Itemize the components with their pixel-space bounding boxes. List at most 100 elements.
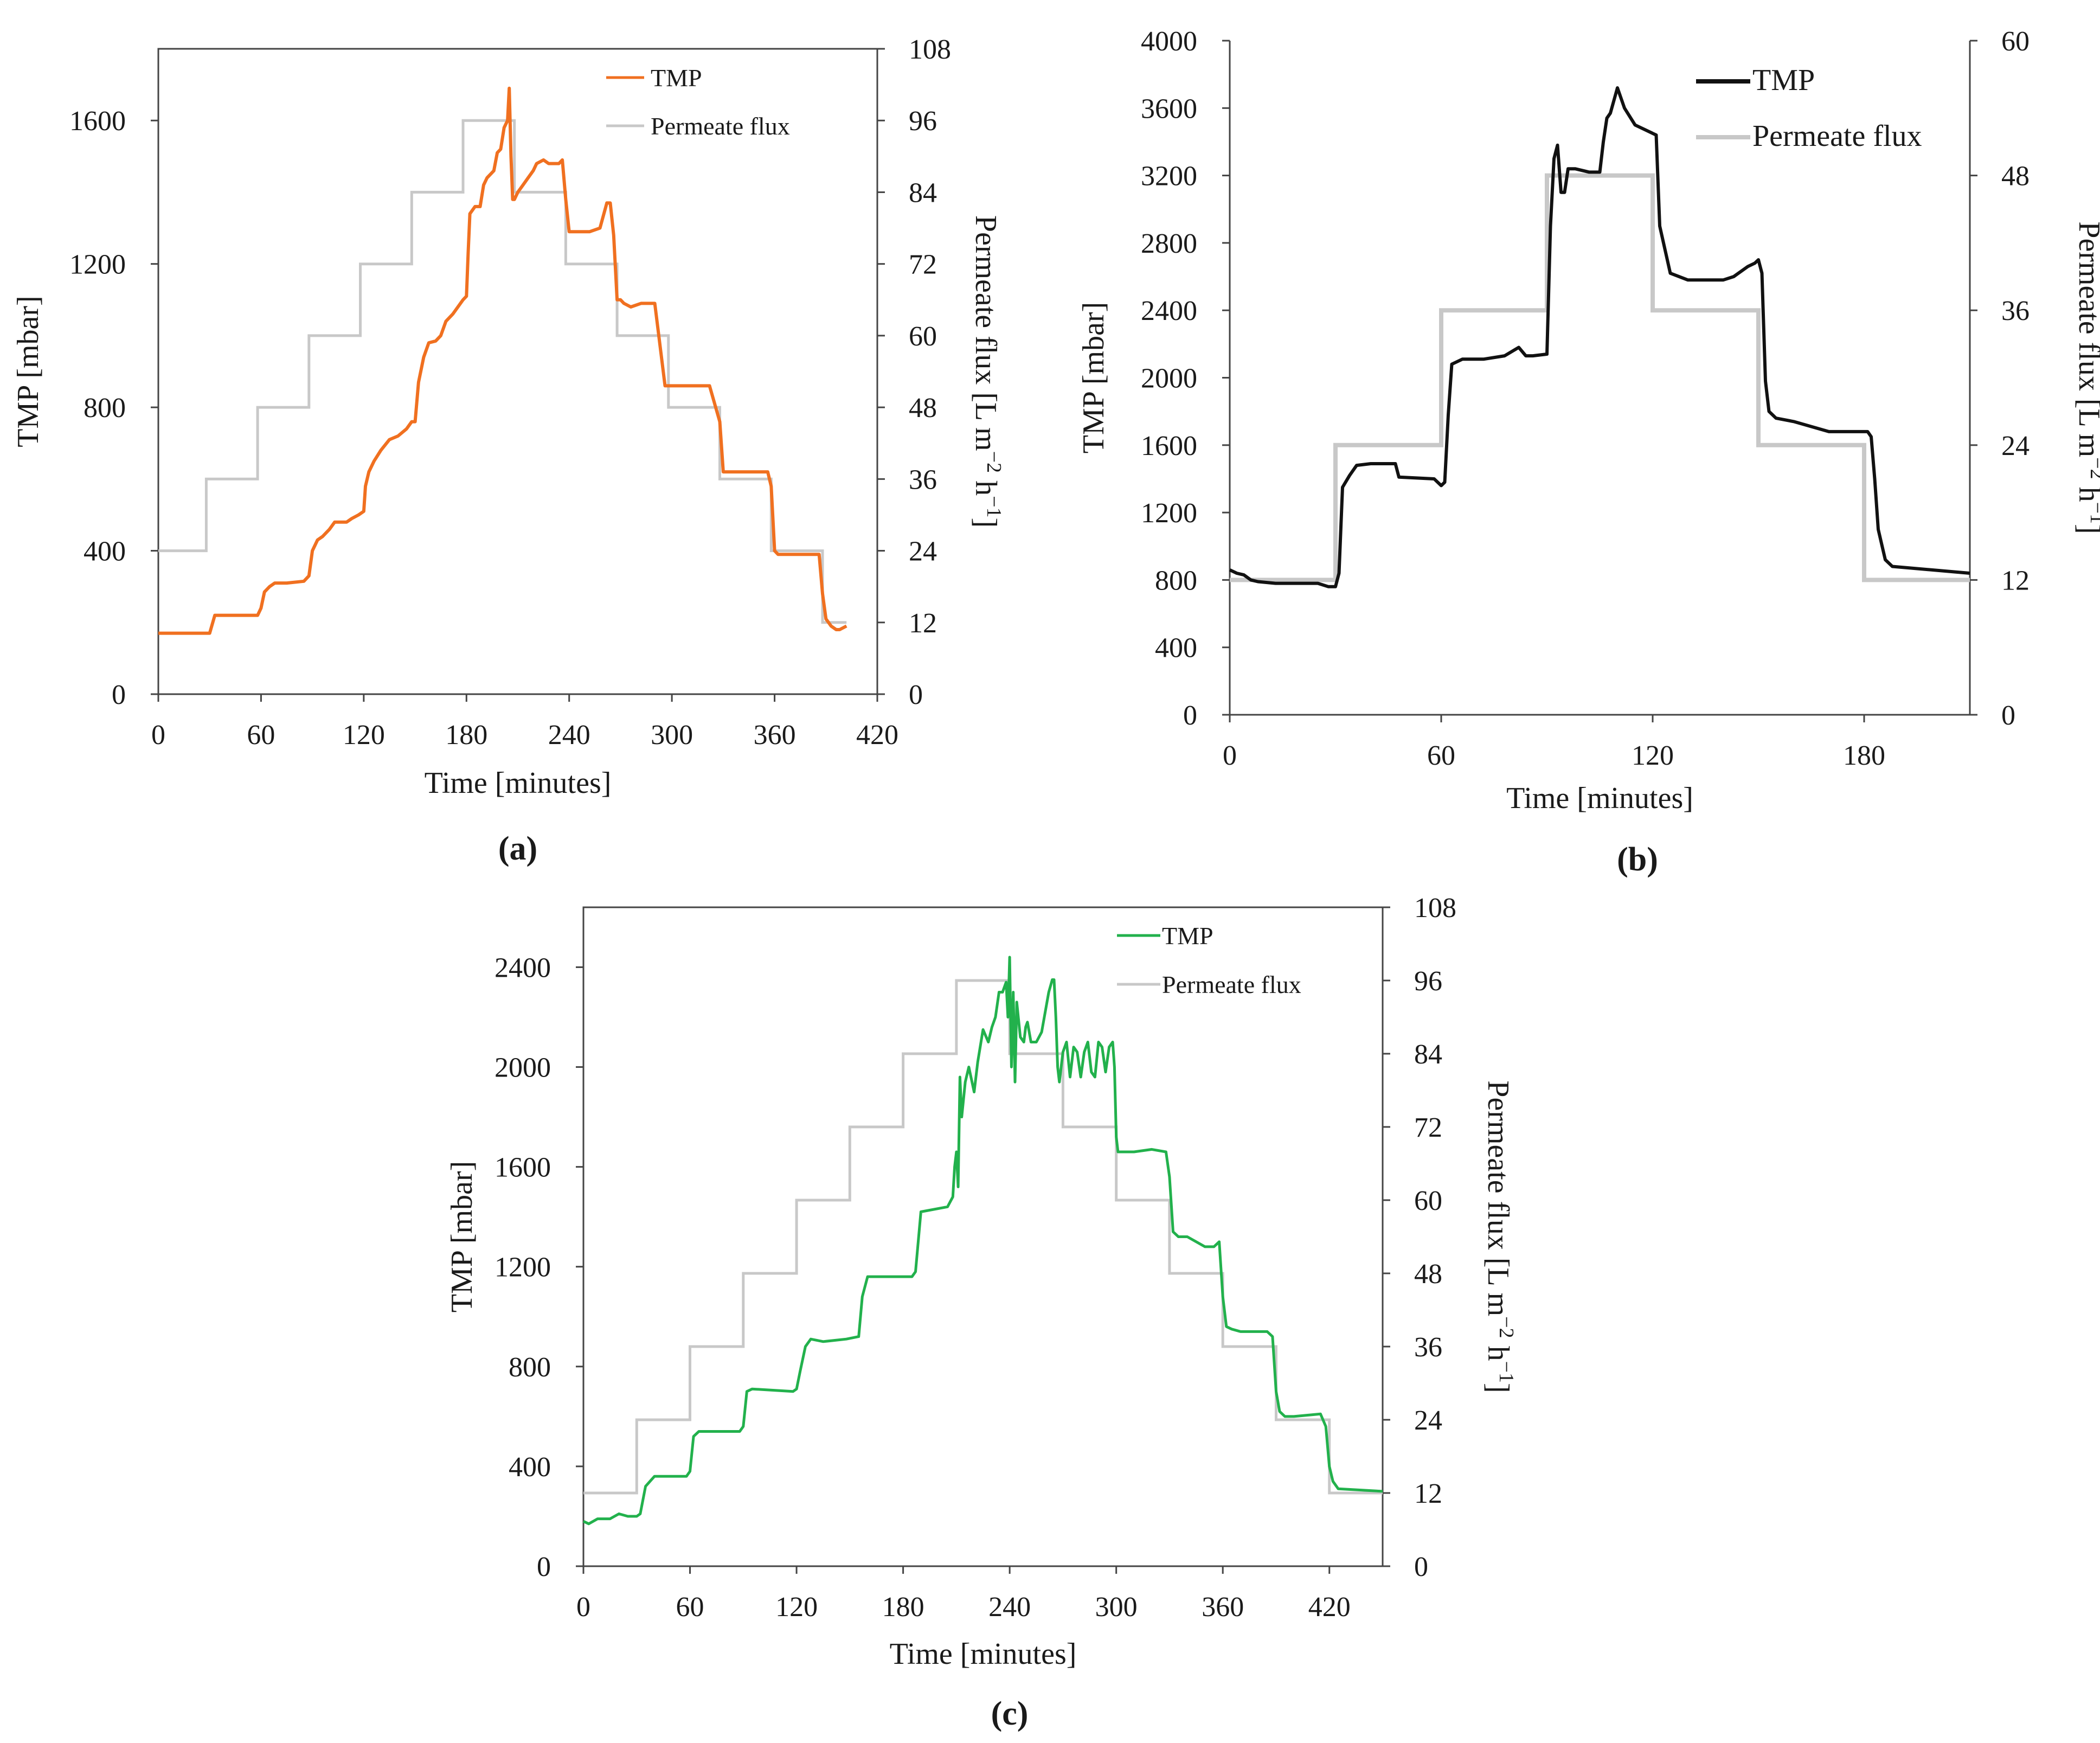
- y-tick-label: 1600: [1141, 431, 1197, 462]
- y-tick-label: 1200: [495, 1252, 551, 1283]
- y2-tick-label: 48: [2001, 161, 2030, 192]
- y2-tick-label: 96: [909, 106, 937, 137]
- y2-axis-title-superscript: −2: [982, 451, 1005, 473]
- y-tick-label: 2000: [1141, 363, 1197, 394]
- y2-tick-label: 24: [2001, 431, 2030, 462]
- y-tick-label: 4000: [1141, 26, 1197, 57]
- y2-axis-title-superscript: −2: [2086, 457, 2100, 479]
- y2-axis-title-part: ]: [969, 518, 1003, 528]
- y-tick-label: 1200: [69, 249, 126, 280]
- tmp-line: [158, 86, 847, 635]
- y2-tick-label: 0: [1414, 1552, 1428, 1582]
- plot-frame: [157, 48, 878, 695]
- permeate-flux-line: [583, 979, 1383, 1495]
- x-tick-label: 60: [1427, 740, 1455, 771]
- x-tick-label: 60: [247, 720, 275, 751]
- legend-label-tmp: TMP: [651, 64, 702, 92]
- x-tick-label: 240: [548, 720, 590, 751]
- y-tick-label: 400: [84, 536, 126, 567]
- chart-panel-c: 0 60 120 180 240 300 360 4200400800120016002000…: [445, 893, 1518, 1732]
- legend-label-tmp: TMP: [1752, 63, 1815, 97]
- y2-tick-label: 60: [909, 321, 937, 352]
- legend-label-flux: Permeate flux: [1752, 119, 1922, 153]
- panel-label: (b): [1617, 841, 1658, 878]
- x-axis-title: Time [minutes]: [890, 1637, 1077, 1671]
- y2-axis-title: Permeate flux [L m−2 h−1]: [2072, 221, 2100, 534]
- y-tick-label: 2400: [1141, 296, 1197, 326]
- plot-frame: [582, 906, 1384, 1567]
- y2-tick-label: 36: [909, 464, 937, 495]
- y2-tick-label: 24: [909, 536, 937, 567]
- y2-tick-label: 48: [1414, 1259, 1442, 1290]
- y2-tick-label: 84: [909, 177, 937, 208]
- y-axis-title: TMP [mbar]: [11, 296, 45, 447]
- x-axis-title: Time [minutes]: [425, 766, 612, 800]
- y-tick-label: 2000: [495, 1053, 551, 1084]
- y2-tick-label: 12: [1414, 1478, 1442, 1509]
- legend-label-flux: Permeate flux: [1162, 971, 1301, 998]
- y-tick-label: 3600: [1141, 93, 1197, 124]
- y-tick-label: 1200: [1141, 498, 1197, 529]
- y2-axis-title-superscript: −1: [2086, 502, 2100, 524]
- y2-tick-label: 48: [909, 393, 937, 424]
- y2-tick-label: 12: [2001, 565, 2030, 596]
- y-axis-title: TMP [mbar]: [1077, 302, 1110, 453]
- tmp-line: [1229, 86, 1970, 588]
- x-tick-label: 0: [576, 1592, 590, 1623]
- y2-axis-title-part: h: [969, 473, 1003, 496]
- y-tick-label: 800: [84, 393, 126, 424]
- permeate-flux-line: [158, 119, 847, 624]
- y-tick-label: 0: [112, 680, 126, 710]
- y-tick-label: 2400: [495, 952, 551, 983]
- y2-tick-label: 36: [1414, 1332, 1442, 1363]
- y-axis-title: TMP [mbar]: [445, 1161, 479, 1312]
- x-tick-label: 420: [1308, 1592, 1351, 1623]
- y2-tick-label: 108: [1414, 893, 1456, 924]
- y-tick-label: 1600: [495, 1152, 551, 1183]
- x-tick-label: 120: [343, 720, 385, 751]
- y-tick-label: 2800: [1141, 228, 1197, 259]
- y-tick-label: 1600: [69, 106, 126, 137]
- y2-tick-label: 60: [2001, 26, 2030, 57]
- y2-tick-label: 72: [1414, 1112, 1442, 1143]
- x-axis-title: Time [minutes]: [1506, 781, 1693, 815]
- y-tick-label: 0: [1183, 700, 1197, 731]
- x-tick-label: 240: [988, 1592, 1031, 1623]
- y2-axis-title-superscript: −1: [1495, 1361, 1518, 1383]
- panel-label: (c): [991, 1695, 1029, 1732]
- y2-tick-label: 108: [909, 34, 951, 65]
- y2-axis-title-superscript: −1: [982, 496, 1005, 517]
- y2-tick-label: 96: [1414, 966, 1442, 997]
- x-tick-label: 420: [856, 720, 898, 751]
- tmp-line: [582, 956, 1383, 1526]
- chart-panel-a: 0 60 120 180 240 300 360 420 0 400 800 1200 1600 0 12 2…: [11, 34, 1005, 867]
- y-tick-label: 0: [537, 1552, 551, 1582]
- x-tick-label: 300: [1095, 1592, 1138, 1623]
- panel-label: (a): [498, 830, 537, 867]
- x-tick-label: 60: [676, 1592, 704, 1623]
- legend-label-tmp: TMP: [1162, 922, 1213, 950]
- y2-axis-title: Permeate flux [L m−2 h−1]: [969, 215, 1005, 528]
- x-tick-label: 0: [151, 720, 165, 751]
- y-tick-label: 400: [509, 1452, 551, 1483]
- x-tick-label: 360: [754, 720, 796, 751]
- y-tick-label: 400: [1155, 633, 1197, 664]
- y2-axis-title: Permeate flux [L m−2 h−1]: [1481, 1080, 1518, 1393]
- x-tick-label: 0: [1223, 740, 1237, 771]
- y-tick-label: 3200: [1141, 161, 1197, 192]
- x-tick-label: 300: [651, 720, 693, 751]
- y2-tick-label: 60: [1414, 1186, 1442, 1216]
- x-tick-label: 180: [445, 720, 487, 751]
- y2-axis-title-part: ]: [1481, 1383, 1515, 1393]
- y-tick-label: 800: [509, 1352, 551, 1383]
- x-tick-label: 120: [775, 1592, 818, 1623]
- y2-tick-label: 36: [2001, 296, 2030, 326]
- y-tick-label: 800: [1155, 565, 1197, 596]
- y2-axis-title-part: h: [2072, 479, 2100, 502]
- legend-label-flux: Permeate flux: [651, 112, 790, 140]
- x-tick-label: 180: [882, 1592, 924, 1623]
- permeate-flux-line: [1230, 173, 1970, 582]
- x-tick-label: 180: [1843, 740, 1885, 771]
